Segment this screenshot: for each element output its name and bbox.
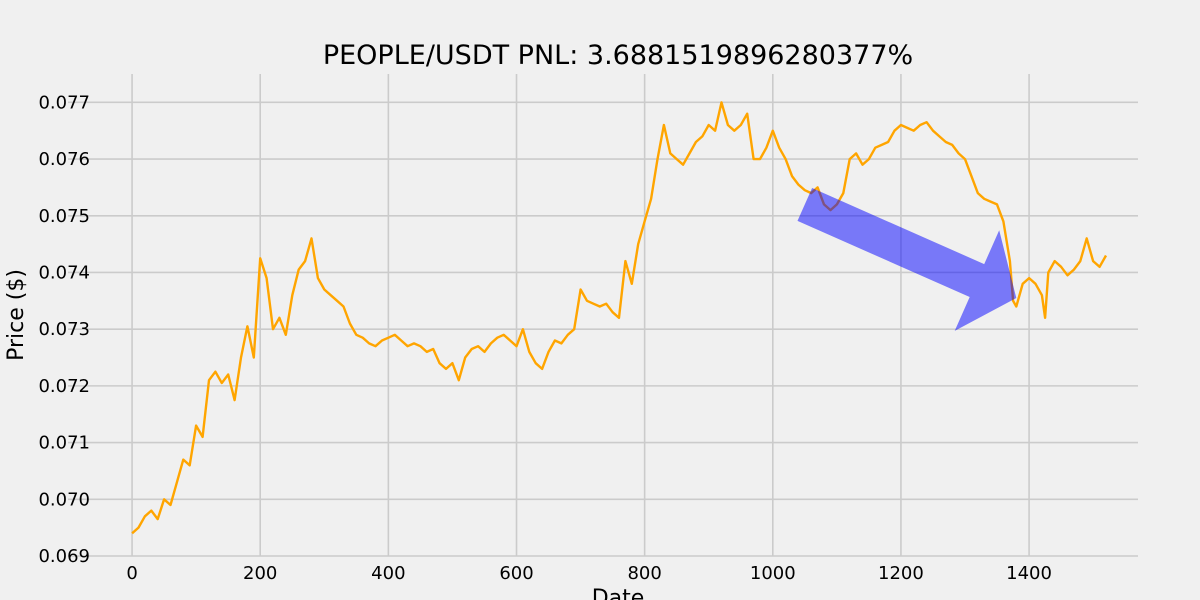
trend-arrow-annotation	[797, 188, 1017, 331]
y-tick-label: 0.074	[38, 262, 90, 283]
x-tick-label: 400	[371, 563, 405, 584]
series-layer	[131, 101, 1108, 535]
tick-labels: 0 200 400 600 800 1000 1200 1400 0.069 0.070 0.071…	[38, 92, 1052, 584]
y-tick-label: 0.075	[38, 206, 90, 227]
x-tick-label: 800	[627, 563, 661, 584]
y-tick-label: 0.072	[38, 376, 90, 397]
x-tick-label: 600	[499, 563, 533, 584]
chart-title: PEOPLE/USDT PNL: 3.6881519896280377%	[323, 40, 913, 71]
y-tick-label: 0.069	[38, 546, 90, 567]
x-tick-label: 1000	[750, 563, 796, 584]
x-axis-label: Date	[592, 586, 645, 600]
x-tick-label: 0	[126, 563, 137, 584]
x-tick-label: 200	[243, 563, 277, 584]
annotation-layer	[797, 188, 1017, 331]
y-tick-label: 0.073	[38, 319, 90, 340]
y-tick-label: 0.071	[38, 433, 90, 454]
y-tick-label: 0.076	[38, 149, 90, 170]
price-series-line	[131, 101, 1108, 535]
y-tick-label: 0.077	[38, 92, 90, 113]
y-tick-label: 0.070	[38, 489, 90, 510]
x-tick-label: 1400	[1006, 563, 1052, 584]
x-tick-label: 1200	[878, 563, 924, 584]
y-axis-label: Price ($)	[4, 269, 29, 361]
